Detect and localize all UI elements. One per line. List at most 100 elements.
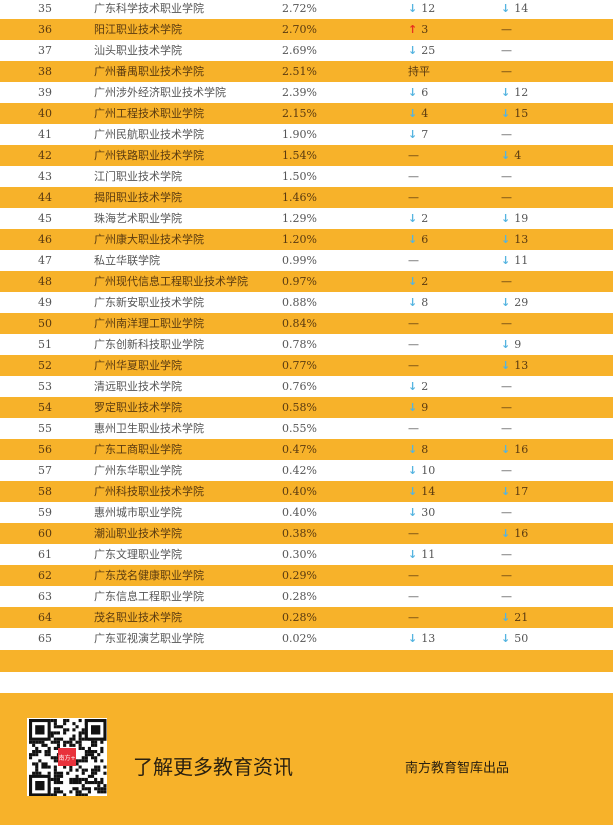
table-row: 64 茂名职业技术学院 0.28% — ↓ 21	[0, 607, 613, 628]
percentage-cell: 0.77%	[282, 359, 317, 372]
arrow-up-icon: ↑	[408, 23, 418, 36]
arrow-down-icon: ↓	[501, 233, 511, 246]
arrow-down-icon: ↓	[408, 275, 418, 288]
rank-cell: 50	[38, 317, 52, 330]
rank-cell: 46	[38, 233, 52, 246]
rank-change-2-cell: ↓ 17	[501, 481, 528, 502]
change-value: 13	[514, 233, 529, 246]
change-value: 13	[514, 359, 529, 372]
rank-change-cell: —	[408, 611, 419, 624]
school-name-cell: 广州康大职业技术学院	[94, 233, 204, 246]
change-value: 3	[421, 23, 429, 36]
rank-change-2-cell: ↓ 16	[501, 439, 528, 460]
table-row: 47 私立华联学院 0.99% — ↓ 11	[0, 250, 613, 271]
arrow-down-icon: ↓	[501, 149, 511, 162]
rank-change-2-cell: ↓ 13	[501, 229, 528, 250]
change-value: 16	[514, 443, 529, 456]
table-row: 42 广州铁路职业技术学院 1.54% — ↓ 4	[0, 145, 613, 166]
rank-cell: 61	[38, 548, 52, 561]
table-row: 62 广东茂名健康职业学院 0.29% — —	[0, 565, 613, 586]
table-row: 41 广州民航职业技术学院 1.90% ↓ 7 —	[0, 124, 613, 145]
rank-change-cell: —	[408, 191, 419, 204]
change-value: 19	[514, 212, 529, 225]
school-name-cell: 广东工商职业学院	[94, 443, 182, 456]
rank-change-2-cell: ↓ 15	[501, 103, 528, 124]
change-value: 13	[421, 632, 436, 645]
rank-change-2-cell: ↓ 11	[501, 250, 528, 271]
school-name-cell: 广州科技职业技术学院	[94, 485, 204, 498]
ranking-table: 35 广东科学技术职业学院 2.72% ↓ 12 ↓ 14 36 阳江职业技术学院 2.70% ↑ 3…	[0, 2, 613, 649]
percentage-cell: 1.29%	[282, 212, 317, 225]
percentage-cell: 0.97%	[282, 275, 317, 288]
school-name-cell: 汕头职业技术学院	[94, 44, 182, 57]
arrow-down-icon: ↓	[501, 359, 511, 372]
arrow-down-icon: ↓	[501, 443, 511, 456]
rank-cell: 56	[38, 443, 52, 456]
rank-cell: 65	[38, 632, 52, 645]
rank-cell: 64	[38, 611, 52, 624]
percentage-cell: 0.02%	[282, 632, 317, 645]
school-name-cell: 广东信息工程职业学院	[94, 590, 204, 603]
percentage-cell: 0.28%	[282, 611, 317, 624]
table-row: 50 广州南洋理工职业学院 0.84% — —	[0, 313, 613, 334]
arrow-down-icon: ↓	[501, 485, 511, 498]
percentage-cell: 2.39%	[282, 86, 317, 99]
rank-cell: 53	[38, 380, 52, 393]
change-value: 11	[421, 548, 436, 561]
percentage-cell: 1.20%	[282, 233, 317, 246]
school-name-cell: 广州南洋理工职业学院	[94, 317, 204, 330]
rank-change-cell: —	[408, 422, 419, 435]
school-name-cell: 江门职业技术学院	[94, 170, 182, 183]
change-value: 14	[514, 2, 529, 15]
table-row: 63 广东信息工程职业学院 0.28% — —	[0, 586, 613, 607]
rank-change-cell: ↓ 10	[408, 460, 435, 481]
change-value: 21	[514, 611, 529, 624]
rank-change-cell: —	[408, 170, 419, 183]
percentage-cell: 0.58%	[282, 401, 317, 414]
rank-change-cell: ↓ 4	[408, 103, 428, 124]
rank-change-2-cell: —	[501, 464, 512, 477]
rank-change-2-cell: —	[501, 506, 512, 519]
arrow-down-icon: ↓	[408, 443, 418, 456]
percentage-cell: 0.99%	[282, 254, 317, 267]
rank-cell: 42	[38, 149, 52, 162]
rank-cell: 40	[38, 107, 52, 120]
school-name-cell: 广州番禺职业技术学院	[94, 65, 204, 78]
rank-change-cell: ↓ 2	[408, 376, 428, 397]
table-row: 65 广东亚视演艺职业学院 0.02% ↓ 13 ↓ 50	[0, 628, 613, 649]
percentage-cell: 0.47%	[282, 443, 317, 456]
school-name-cell: 茂名职业技术学院	[94, 611, 182, 624]
rank-change-2-cell: —	[501, 422, 512, 435]
rank-change-2-cell: ↓ 13	[501, 355, 528, 376]
arrow-down-icon: ↓	[501, 338, 511, 351]
rank-change-cell: ↓ 6	[408, 82, 428, 103]
footer-slogan: 了解更多教育资讯	[133, 755, 293, 779]
percentage-cell: 0.78%	[282, 338, 317, 351]
school-name-cell: 广东创新科技职业学院	[94, 338, 204, 351]
rank-change-cell: —	[408, 149, 419, 162]
school-name-cell: 广州华夏职业学院	[94, 359, 182, 372]
table-row: 39 广州涉外经济职业技术学院 2.39% ↓ 6 ↓ 12	[0, 82, 613, 103]
change-value: 15	[514, 107, 529, 120]
table-row: 46 广州康大职业技术学院 1.20% ↓ 6 ↓ 13	[0, 229, 613, 250]
arrow-down-icon: ↓	[408, 380, 418, 393]
footer-credit: 南方教育智库出品	[405, 761, 510, 776]
rank-cell: 36	[38, 23, 52, 36]
arrow-down-icon: ↓	[408, 212, 418, 225]
rank-cell: 58	[38, 485, 52, 498]
rank-change-cell: ↓ 2	[408, 208, 428, 229]
school-name-cell: 阳江职业技术学院	[94, 23, 182, 36]
arrow-down-icon: ↓	[408, 632, 418, 645]
change-value: 30	[421, 506, 436, 519]
school-name-cell: 清远职业技术学院	[94, 380, 182, 393]
change-value: 6	[421, 233, 429, 246]
rank-change-cell: —	[408, 338, 419, 351]
percentage-cell: 2.51%	[282, 65, 317, 78]
rank-change-cell: ↓ 25	[408, 40, 435, 61]
school-name-cell: 广州涉外经济职业技术学院	[94, 86, 226, 99]
change-value: 11	[514, 254, 529, 267]
school-name-cell: 私立华联学院	[94, 254, 160, 267]
arrow-down-icon: ↓	[501, 86, 511, 99]
school-name-cell: 广州东华职业学院	[94, 464, 182, 477]
rank-change-2-cell: ↓ 4	[501, 145, 521, 166]
